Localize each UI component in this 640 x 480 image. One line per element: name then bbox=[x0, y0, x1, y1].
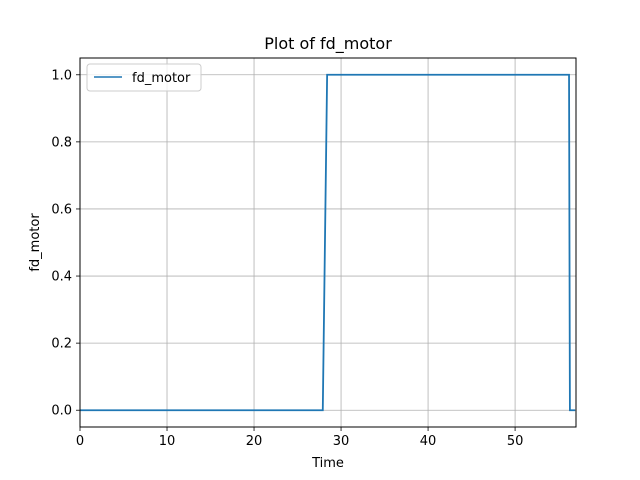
y-tick-label: 1.0 bbox=[51, 68, 72, 83]
series-layer bbox=[80, 73, 576, 412]
plot-area-frame bbox=[79, 57, 577, 428]
y-tick-label: 0.8 bbox=[51, 135, 72, 150]
y-tick-label: 0.2 bbox=[51, 337, 72, 352]
y-tick-label: 0.6 bbox=[51, 202, 72, 217]
x-tick-label: 30 bbox=[333, 434, 350, 449]
x-tick-label: 40 bbox=[420, 434, 437, 449]
y-axis-label: fd_motor bbox=[28, 213, 43, 272]
series-line-fd-motor bbox=[80, 73, 576, 412]
x-tick-label: 50 bbox=[507, 434, 524, 449]
y-tick-label: 0.4 bbox=[51, 270, 72, 285]
legend-box bbox=[86, 63, 202, 92]
legend-entry-fd-motor: fd_motor bbox=[132, 71, 191, 86]
x-tick-label: 0 bbox=[76, 434, 84, 449]
x-tick-label: 10 bbox=[159, 434, 176, 449]
ticks: 0 10 20 30 40 50 0.0 0.2 0.4 0.6 0.8 1.0 bbox=[51, 68, 523, 449]
x-axis-label: Time bbox=[311, 456, 344, 471]
grid bbox=[79, 58, 576, 427]
y-tick-label: 0.0 bbox=[51, 404, 72, 419]
legend: fd_motor bbox=[86, 63, 202, 92]
x-tick-label: 20 bbox=[246, 434, 263, 449]
chart-title: Plot of fd_motor bbox=[264, 34, 392, 54]
